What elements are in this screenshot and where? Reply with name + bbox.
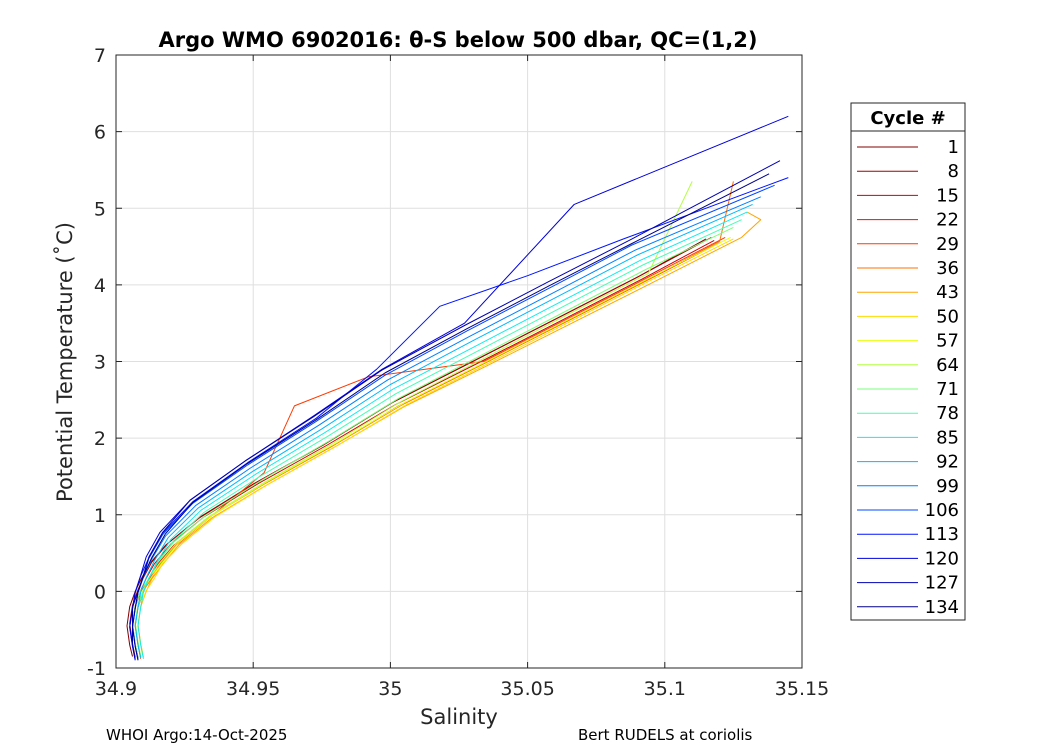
- y-tick-label: 4: [94, 275, 106, 297]
- legend-label: 8: [948, 161, 959, 182]
- y-tick-label: 6: [94, 122, 106, 144]
- series-line-cycle-85: [137, 211, 748, 659]
- legend-label: 120: [925, 548, 959, 569]
- x-tick-label: 34.95: [226, 678, 280, 700]
- legend-label: 78: [936, 403, 959, 424]
- x-tick-label: 35.1: [644, 678, 686, 700]
- legend-label: 134: [925, 597, 959, 618]
- y-tick-label: 3: [94, 352, 106, 374]
- legend-label: 29: [936, 234, 959, 255]
- series-line-cycle-120: [129, 115, 789, 660]
- x-axis-label: Salinity: [420, 705, 498, 729]
- series-line-cycle-92: [134, 203, 753, 659]
- legend-label: 64: [936, 355, 959, 376]
- y-tick-label: 0: [94, 581, 106, 603]
- legend-label: 99: [936, 476, 959, 497]
- y-tick-label: -1: [87, 658, 106, 680]
- y-tick-label: 7: [94, 45, 106, 67]
- series-line-cycle-127: [132, 160, 781, 659]
- legend-label: 43: [936, 282, 959, 303]
- legend-label: 22: [936, 210, 959, 231]
- legend-label: 36: [936, 258, 959, 279]
- y-tick-label: 5: [94, 198, 106, 220]
- legend-label: 113: [925, 524, 959, 545]
- chart-title: Argo WMO 6902016: θ-S below 500 dbar, QC…: [159, 28, 758, 52]
- legend-label: 92: [936, 452, 959, 473]
- legend-label: 15: [936, 185, 959, 206]
- x-tick-label: 35.15: [775, 678, 829, 700]
- legend-label: 106: [925, 500, 959, 521]
- y-tick-label: 1: [94, 505, 106, 527]
- x-tick-label: 35.05: [500, 678, 554, 700]
- x-tick-label: 35: [378, 678, 402, 700]
- legend-label: 57: [936, 331, 959, 352]
- legend-label: 50: [936, 306, 959, 327]
- legend-label: 127: [925, 573, 959, 594]
- x-tick-label: 34.9: [95, 678, 137, 700]
- legend-label: 71: [936, 379, 959, 400]
- legend-items: 1 8 15 22 29 36 43 50 57 64 71 78 85 92 99 106 113 120 127…: [857, 137, 959, 618]
- series-layer: [126, 115, 789, 661]
- footer-left: WHOI Argo:14-Oct-2025: [106, 726, 287, 744]
- x-axis: 34.9 34.95 35 35.05 35.1 35.15: [95, 55, 829, 700]
- legend-title: Cycle #: [870, 108, 945, 129]
- y-axis-label: Potential Temperature (˚C): [53, 222, 77, 502]
- footer-right: Bert RUDELS at coriolis: [578, 726, 753, 744]
- series-line-cycle-134: [132, 173, 770, 661]
- y-tick-label: 2: [94, 428, 106, 450]
- legend-label: 85: [936, 427, 959, 448]
- legend-label: 1: [948, 137, 959, 158]
- y-axis: -1 0 1 2 3 4 5 6 7: [87, 45, 802, 680]
- legend: Cycle # 18152229364350576471788592991061…: [850, 102, 966, 621]
